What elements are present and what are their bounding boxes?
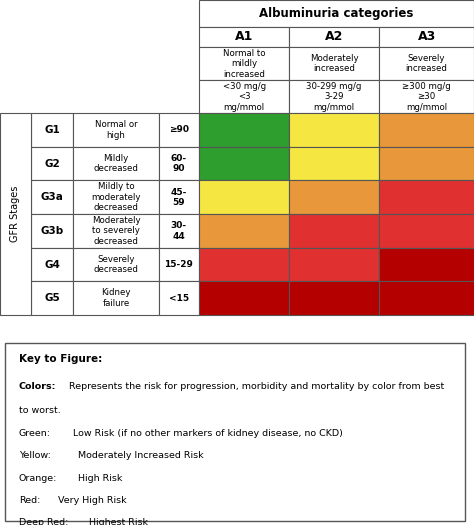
Text: G1: G1 — [44, 125, 60, 135]
Text: ≥300 mg/g
≥30
mg/mmol: ≥300 mg/g ≥30 mg/mmol — [402, 82, 451, 112]
Text: A2: A2 — [325, 30, 343, 44]
Bar — [199, 147, 289, 181]
Text: Moderately
increased: Moderately increased — [310, 54, 358, 74]
Bar — [289, 248, 379, 281]
Bar — [199, 113, 289, 147]
Text: Kidney
failure: Kidney failure — [101, 288, 131, 308]
Text: Red:: Red: — [19, 496, 40, 505]
Text: Albuminuria categories: Albuminuria categories — [259, 7, 414, 20]
Bar — [289, 181, 379, 214]
Text: 60-
90: 60- 90 — [171, 154, 187, 173]
Bar — [289, 47, 379, 80]
Bar — [199, 214, 289, 248]
Bar — [199, 181, 289, 214]
Bar — [289, 27, 379, 47]
Bar — [199, 47, 289, 80]
Text: Moderately
to severely
decreased: Moderately to severely decreased — [92, 216, 140, 246]
Bar — [31, 248, 73, 281]
Text: Colors:: Colors: — [19, 382, 56, 391]
Bar — [379, 181, 474, 214]
Text: 15-29: 15-29 — [164, 260, 193, 269]
Text: A1: A1 — [235, 30, 253, 44]
Text: G3b: G3b — [40, 226, 64, 236]
Bar — [159, 248, 199, 281]
Bar — [159, 147, 199, 181]
Text: Moderately Increased Risk: Moderately Increased Risk — [78, 452, 204, 460]
Text: Orange:: Orange: — [19, 474, 57, 482]
Bar — [31, 181, 73, 214]
Bar — [73, 113, 159, 147]
Text: Deep Red:: Deep Red: — [19, 518, 68, 525]
Text: GFR Stages: GFR Stages — [10, 186, 20, 242]
Bar — [379, 214, 474, 248]
Bar — [379, 248, 474, 281]
Bar — [31, 281, 73, 315]
Bar — [289, 214, 379, 248]
Text: High Risk: High Risk — [78, 474, 123, 482]
Text: Normal or
high: Normal or high — [95, 120, 137, 140]
Bar — [73, 281, 159, 315]
Text: Yellow:: Yellow: — [19, 452, 51, 460]
Bar — [159, 181, 199, 214]
Text: Normal to
mildly
increased: Normal to mildly increased — [223, 49, 265, 79]
Text: A3: A3 — [418, 30, 436, 44]
Bar — [289, 281, 379, 315]
Text: Very High Risk: Very High Risk — [58, 496, 127, 505]
Bar — [289, 113, 379, 147]
Bar — [31, 147, 73, 181]
Bar — [199, 281, 289, 315]
Text: Severely
decreased: Severely decreased — [94, 255, 138, 274]
Bar — [159, 113, 199, 147]
Bar — [379, 80, 474, 113]
Bar — [199, 27, 289, 47]
Text: to worst.: to worst. — [19, 405, 61, 415]
Bar — [73, 181, 159, 214]
Bar — [159, 281, 199, 315]
Bar — [31, 113, 73, 147]
Text: <30 mg/g
<3
mg/mmol: <30 mg/g <3 mg/mmol — [223, 82, 265, 112]
Bar — [73, 214, 159, 248]
Text: ≥90: ≥90 — [169, 125, 189, 134]
Text: 45-
59: 45- 59 — [171, 187, 187, 207]
Text: Low Risk (if no other markers of kidney disease, no CKD): Low Risk (if no other markers of kidney … — [73, 429, 343, 438]
Text: Green:: Green: — [19, 429, 51, 438]
Text: Severely
increased: Severely increased — [406, 54, 447, 74]
Bar — [31, 214, 73, 248]
Bar — [379, 147, 474, 181]
Bar — [73, 147, 159, 181]
Bar — [379, 113, 474, 147]
Text: G2: G2 — [44, 159, 60, 169]
Bar — [379, 47, 474, 80]
Text: Mildly to
moderately
decreased: Mildly to moderately decreased — [91, 182, 141, 212]
Text: G4: G4 — [44, 259, 60, 269]
Bar — [159, 214, 199, 248]
Bar — [379, 281, 474, 315]
Text: G3a: G3a — [41, 192, 64, 202]
Bar — [73, 248, 159, 281]
Text: Mildly
decreased: Mildly decreased — [94, 154, 138, 173]
Bar — [199, 0, 474, 27]
Bar — [289, 80, 379, 113]
Bar — [379, 27, 474, 47]
Text: 30-299 mg/g
3-29
mg/mmol: 30-299 mg/g 3-29 mg/mmol — [307, 82, 362, 112]
Bar — [199, 248, 289, 281]
Text: Represents the risk for progression, morbidity and mortality by color from best: Represents the risk for progression, mor… — [69, 382, 444, 391]
Bar — [0, 113, 31, 315]
Text: 30-
44: 30- 44 — [171, 221, 187, 240]
Bar — [199, 80, 289, 113]
Text: Highest Risk: Highest Risk — [89, 518, 148, 525]
Bar — [289, 147, 379, 181]
Text: Key to Figure:: Key to Figure: — [19, 354, 102, 364]
Text: G5: G5 — [44, 293, 60, 303]
Text: <15: <15 — [169, 293, 189, 303]
